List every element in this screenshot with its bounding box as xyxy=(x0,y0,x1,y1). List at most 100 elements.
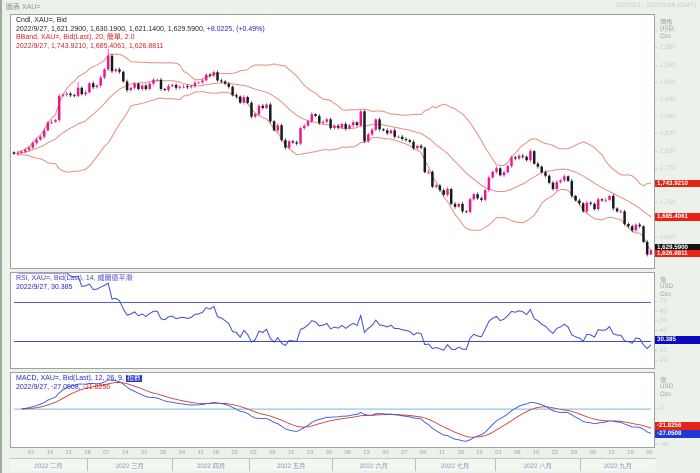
rsi-axis-badge: 30.385 xyxy=(655,336,700,344)
time-axis-month-label: 2022 九月 xyxy=(579,459,656,471)
rsi-axis-tick: 10 xyxy=(655,356,667,364)
time-axis-day-label: 18 xyxy=(212,450,219,456)
price-axis-tick: 1,890 xyxy=(654,95,676,103)
price-axis-tick: 1,800 xyxy=(654,147,676,155)
macd-axis-header: Ozs xyxy=(660,391,672,398)
value-axes-column[interactable]: 價格 USD Ozs 值 USD Ozs 值 USD Ozs 2,010 1,980 1,950 1,9… xyxy=(654,0,700,473)
time-axis-month-label: 2022 二月 xyxy=(10,459,87,471)
price-axis-header: USD xyxy=(660,25,674,32)
macd-axis-header: USD xyxy=(660,383,674,390)
time-axis-day-label: 21 xyxy=(65,450,72,456)
macd-axis-header: 值 xyxy=(660,377,667,384)
price-axis-tick: 1,860 xyxy=(654,113,676,121)
down-candle-bodies xyxy=(12,55,649,255)
time-axis-day-label: 16 xyxy=(287,450,295,456)
window-title: 圖表 XAU= xyxy=(6,4,41,11)
time-axis-day-label: 25 xyxy=(476,450,483,456)
macd-axis-badge: -27.0508 xyxy=(655,430,700,438)
time-axis-month-label: 2022 八月 xyxy=(494,459,580,471)
time-axis-month-row: 2022 二月 2022 三月 2022 四月 2022 五月 2022 六月 2022 … xyxy=(10,458,656,471)
time-axis-day-label: 26 xyxy=(645,450,653,456)
time-axis-day-label: 09 xyxy=(269,450,276,456)
rsi-axis-tick: 50 xyxy=(655,317,667,325)
rsi-chart-canvas[interactable] xyxy=(11,273,654,368)
time-axis-month-label: 2022 六月 xyxy=(332,459,415,471)
time-axis-day-label: 19 xyxy=(627,450,634,456)
down-candle-wicks xyxy=(13,53,648,257)
rsi-axis-header: USD xyxy=(660,283,674,290)
price-axis-badge: 1,629.5900 xyxy=(655,243,700,252)
time-axis[interactable]: 07 14 21 28 07 14 21 28 04 11 18 25 02 09 16 23 30 06 13 20… xyxy=(10,449,656,471)
time-axis-month-label: 2022 四月 xyxy=(171,459,250,471)
time-axis-day-label: 07 xyxy=(27,450,35,456)
chart-date-range: 2022/2/1 - 2022/10/8 (GMT) xyxy=(615,2,696,9)
time-axis-day-label: 15 xyxy=(532,450,540,456)
title-bar: 圖表 XAU= 2022/2/1 - 2022/10/8 (GMT) xyxy=(2,0,700,13)
rsi-axis-tick: 40 xyxy=(655,327,667,335)
price-axis-badge: 1,626.8811 xyxy=(655,249,700,258)
price-axis-badge: 1,685.4061 xyxy=(655,213,700,221)
price-chart-canvas[interactable] xyxy=(11,15,654,268)
macd-signal-line xyxy=(21,382,652,438)
time-axis-day-label: 28 xyxy=(159,450,167,456)
time-axis-month-label: 2022 五月 xyxy=(249,459,333,471)
rsi-axis-tick: 60 xyxy=(655,307,667,315)
price-axis-tick: 1,920 xyxy=(654,78,676,86)
price-panel[interactable]: Cndl, XAU=, Bid 2022/9/27, 1,621.2900, 1… xyxy=(10,14,655,269)
rsi-axis-header: Ozs xyxy=(660,291,672,298)
time-axis-day-label: 06 xyxy=(344,450,351,456)
rsi-line xyxy=(17,273,652,351)
price-axis-tick: 2,010 xyxy=(654,27,676,35)
time-axis-day-label: 11 xyxy=(438,450,445,456)
price-axis-tick: 1,830 xyxy=(654,130,676,138)
time-axis-day-label: 08 xyxy=(514,450,521,456)
time-axis-day-label: 14 xyxy=(122,450,129,456)
macd-axis-tick: 0 xyxy=(654,404,664,412)
price-axis-header: 價格 xyxy=(660,19,673,26)
time-axis-day-label: 25 xyxy=(231,450,238,456)
time-axis-day-label: 28 xyxy=(84,450,91,456)
up-candle-wicks xyxy=(17,48,652,255)
price-axis-tick: 1,770 xyxy=(654,164,676,172)
price-axis-tick: 1,710 xyxy=(654,199,676,207)
up-candle-bodies xyxy=(16,55,653,255)
price-axis-header: Ozs xyxy=(660,33,672,40)
time-axis-day-label: 14 xyxy=(46,450,54,456)
time-axis-day-label: 11 xyxy=(197,450,204,456)
time-axis-day-label: 04 xyxy=(178,450,186,456)
time-axis-day-label: 22 xyxy=(551,450,559,456)
time-axis-day-label: 18 xyxy=(457,450,464,456)
macd-panel[interactable]: MACD, XAU=, Bid(Last), 12, 26, 9, 指數 202… xyxy=(10,372,655,448)
time-axis-day-label: 05 xyxy=(589,450,596,456)
time-axis-month-label: 2022 七月 xyxy=(414,459,495,471)
time-axis-day-label: 12 xyxy=(608,450,615,456)
rsi-panel[interactable]: RSI, XAU=, Bid(Last), 14, 威爾德平滑 2022/9/2… xyxy=(10,272,655,369)
time-axis-day-label: 23 xyxy=(306,450,314,456)
time-axis-month-label: 2022 三月 xyxy=(86,459,172,471)
rsi-axis-header: 值 xyxy=(660,277,667,284)
time-axis-day-label: 27 xyxy=(400,450,408,456)
rsi-axis-tick: 20 xyxy=(655,346,667,354)
time-axis-day-label: 02 xyxy=(250,450,257,456)
bband-lower-line xyxy=(17,91,652,251)
time-axis-day-label: 21 xyxy=(140,450,148,456)
price-axis-tick: 1,650 xyxy=(654,233,676,241)
time-axis-day-label: 04 xyxy=(419,450,427,456)
macd-line xyxy=(21,379,652,442)
rsi-axis-tick: 70 xyxy=(655,297,667,305)
time-axis-day-label: 29 xyxy=(570,450,578,456)
price-axis-tick: 1,950 xyxy=(654,61,676,69)
macd-axis-tick: -40 xyxy=(655,440,669,448)
time-axis-day-label: 07 xyxy=(103,450,110,456)
bband-upper-line xyxy=(17,53,652,187)
macd-chart-canvas[interactable] xyxy=(11,373,654,447)
time-axis-day-label: 13 xyxy=(363,450,370,456)
time-axis-day-label: 30 xyxy=(325,450,333,456)
price-axis-badge: 1,743.9210 xyxy=(655,179,700,188)
bband-middle-line xyxy=(17,79,652,218)
time-axis-day-label: 20 xyxy=(382,450,389,456)
price-axis-tick: 1,980 xyxy=(654,44,676,52)
time-axis-day-label: 01 xyxy=(495,450,502,456)
macd-axis-badge: -21.8256 xyxy=(655,422,700,430)
